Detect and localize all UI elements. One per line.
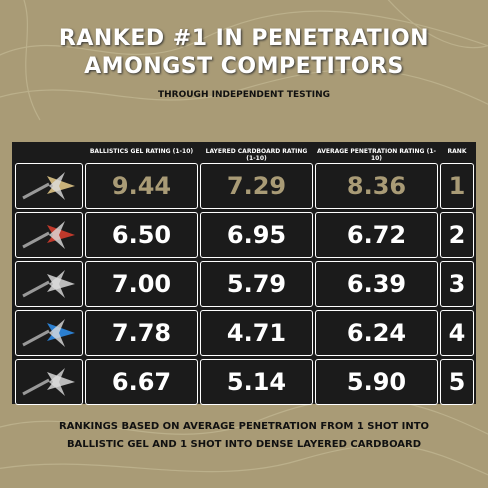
footer-line: RANKINGS BASED ON AVERAGE PENETRATION FR…	[58, 421, 430, 432]
footer-line: BALLISTIC GEL AND 1 SHOT INTO DENSE LAYE…	[66, 439, 422, 450]
rating-cell: 7.29	[200, 163, 313, 209]
rank-cell: 3	[440, 261, 474, 307]
arrowhead-icon	[22, 221, 75, 249]
subtitle: THROUGH INDEPENDENT TESTING	[158, 90, 330, 100]
arrowhead-image	[15, 310, 83, 356]
arrowhead-image	[15, 212, 83, 258]
rating-cell: 4.71	[200, 310, 313, 356]
rank-cell: 5	[440, 359, 474, 405]
rating-cell: 5.14	[200, 359, 313, 405]
rating-cell: 6.39	[315, 261, 438, 307]
rating-cell: 7.78	[85, 310, 198, 356]
rating-cell: 8.36	[315, 163, 438, 209]
rank-cell: 4	[440, 310, 474, 356]
arrowhead-icon	[22, 319, 75, 347]
arrowhead-image	[15, 163, 83, 209]
arrowhead-image	[15, 261, 83, 307]
column-header: RANK	[447, 148, 467, 155]
title-line: RANKED #1 IN PENETRATION	[58, 26, 430, 51]
rank-cell: 2	[440, 212, 474, 258]
column-header: BALLISTICS GEL RATING (1-10)	[89, 148, 194, 155]
arrowhead-image	[15, 359, 83, 405]
rank-cell: 1	[440, 163, 474, 209]
rating-cell: 6.67	[85, 359, 198, 405]
arrowhead-icon	[22, 172, 75, 200]
rating-cell: 5.90	[315, 359, 438, 405]
column-header: LAYERED CARDBOARD RATING (1-10)	[205, 148, 308, 162]
title-line: AMONGST COMPETITORS	[84, 54, 404, 79]
arrowhead-icon	[22, 368, 75, 396]
rating-cell: 7.00	[85, 261, 198, 307]
rating-cell: 6.50	[85, 212, 198, 258]
column-header: AVERAGE PENETRATION RATING (1-10)	[317, 148, 436, 162]
rating-cell: 9.44	[85, 163, 198, 209]
arrowhead-icon	[22, 270, 75, 298]
rating-cell: 6.24	[315, 310, 438, 356]
ratings-table: BALLISTICS GEL RATING (1-10) LAYERED CARD…	[12, 142, 476, 405]
rating-cell: 5.79	[200, 261, 313, 307]
rating-cell: 6.95	[200, 212, 313, 258]
rating-cell: 6.72	[315, 212, 438, 258]
